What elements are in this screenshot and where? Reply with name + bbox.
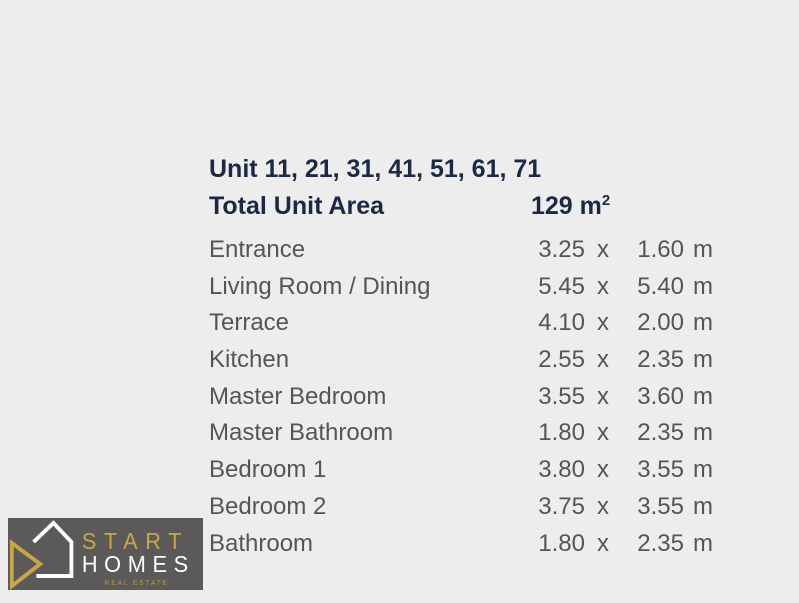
room-width: 2.35: [637, 419, 684, 447]
room-width: 1.60: [637, 236, 684, 263]
dimension-separator: x: [597, 492, 609, 520]
total-area-label: Total Unit Area: [209, 192, 385, 220]
room-length: 2.55: [538, 346, 585, 374]
room-name: Bathroom: [209, 529, 314, 557]
start-homes-logo: START HOMES REAL ESTATE: [8, 518, 203, 590]
svg-text:REAL ESTATE: REAL ESTATE: [105, 580, 169, 587]
room-unit: m: [693, 419, 713, 447]
unit-numbers-title: Unit 11, 21, 31, 41, 51, 61, 71: [209, 155, 542, 183]
room-width: 3.55: [637, 492, 684, 520]
room-row: Living Room / Dining 5.45 x 5.40 m: [209, 273, 729, 310]
room-unit: m: [693, 382, 713, 410]
total-area-value: 129 m2: [531, 192, 610, 221]
room-length: 3.80: [538, 456, 585, 484]
room-unit: m: [693, 272, 713, 300]
room-length: 1.80: [538, 529, 585, 557]
room-length: 5.45: [538, 272, 585, 300]
dimension-separator: x: [597, 529, 609, 557]
room-length: 3.75: [538, 492, 585, 520]
room-name: Bedroom 2: [209, 492, 327, 520]
room-length: 3.25: [538, 236, 585, 263]
room-row: Terrace 4.10 x 2.00 m: [209, 309, 729, 346]
room-width: 5.40: [637, 272, 684, 300]
room-unit: m: [693, 236, 713, 263]
room-width: 2.35: [637, 346, 684, 374]
total-area-number: 129 m: [531, 192, 602, 220]
room-name: Kitchen: [209, 346, 290, 374]
room-unit: m: [693, 529, 713, 557]
room-length: 3.55: [538, 382, 585, 410]
room-width: 2.35: [637, 529, 684, 557]
dimension-separator: x: [597, 236, 609, 263]
room-row: Master Bedroom 3.55 x 3.60 m: [209, 383, 729, 420]
room-name: Bedroom 1: [209, 456, 327, 484]
room-width: 3.60: [637, 382, 684, 410]
room-row: Kitchen 2.55 x 2.35 m: [209, 346, 729, 383]
dimension-separator: x: [597, 272, 609, 300]
dimension-separator: x: [597, 456, 609, 484]
dimension-separator: x: [597, 309, 609, 337]
dimension-separator: x: [597, 346, 609, 374]
room-name: Entrance: [209, 236, 306, 263]
svg-text:START: START: [82, 528, 189, 554]
room-name: Living Room / Dining: [209, 272, 431, 300]
room-unit: m: [693, 456, 713, 484]
room-row: Bedroom 2 3.75 x 3.55 m: [209, 493, 729, 530]
room-unit: m: [693, 492, 713, 520]
room-length: 4.10: [538, 309, 585, 337]
dimension-separator: x: [597, 419, 609, 447]
room-unit: m: [693, 309, 713, 337]
room-width: 2.00: [637, 309, 684, 337]
room-width: 3.55: [637, 456, 684, 484]
room-row: Bedroom 1 3.80 x 3.55 m: [209, 456, 729, 493]
room-name: Master Bathroom: [209, 419, 394, 447]
room-length: 1.80: [538, 419, 585, 447]
room-row: Master Bathroom 1.80 x 2.35 m: [209, 419, 729, 456]
room-name: Master Bedroom: [209, 382, 387, 410]
area-unit-superscript: 2: [601, 192, 611, 209]
room-name: Terrace: [209, 309, 290, 337]
dimension-separator: x: [597, 382, 609, 410]
room-row: Entrance 3.25 x 1.60 m: [209, 236, 729, 273]
room-dimensions-list: Entrance 3.25 x 1.60 m Living Room / Dining 5.…: [209, 236, 729, 566]
svg-text:HOMES: HOMES: [82, 551, 195, 577]
room-unit: m: [693, 346, 713, 374]
room-row: Bathroom 1.80 x 2.35 m: [209, 530, 729, 567]
